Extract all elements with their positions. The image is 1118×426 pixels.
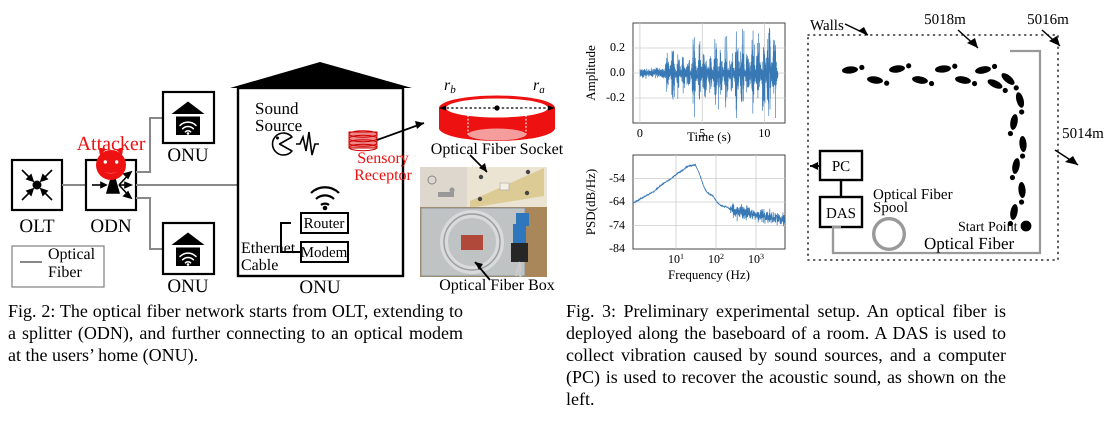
- svg-text:0.2: 0.2: [610, 40, 625, 54]
- svg-text:5016m: 5016m: [1027, 12, 1069, 28]
- svg-text:ODN: ODN: [90, 216, 131, 237]
- svg-text:5014m: 5014m: [1062, 126, 1104, 142]
- svg-text:Cable: Cable: [241, 257, 278, 274]
- svg-text:0: 0: [637, 126, 643, 140]
- svg-text:ONU: ONU: [167, 145, 208, 166]
- svg-text:Optical: Optical: [48, 246, 96, 263]
- svg-text:-84: -84: [609, 241, 625, 255]
- svg-text:5018m: 5018m: [924, 12, 966, 28]
- svg-text:-54: -54: [609, 171, 625, 185]
- svg-text:PC: PC: [832, 159, 850, 175]
- svg-text:Walls: Walls: [810, 18, 844, 34]
- svg-text:Spool: Spool: [873, 200, 908, 216]
- svg-text:OLT: OLT: [19, 216, 55, 237]
- svg-text:Amplitude: Amplitude: [583, 45, 598, 101]
- svg-text:Time (s): Time (s): [687, 129, 731, 144]
- svg-text:ONU: ONU: [299, 277, 340, 298]
- svg-text:Fiber: Fiber: [48, 264, 82, 281]
- svg-text:Modem: Modem: [301, 245, 348, 261]
- svg-text:DAS: DAS: [826, 206, 856, 222]
- svg-text:0.0: 0.0: [610, 65, 625, 79]
- svg-text:PSD(dB/Hz): PSD(dB/Hz): [583, 169, 598, 235]
- svg-text:-64: -64: [609, 194, 625, 208]
- svg-text:-0.2: -0.2: [606, 90, 625, 104]
- svg-text:10: 10: [758, 126, 770, 140]
- svg-text:Source: Source: [255, 116, 302, 135]
- svg-text:Optical Fiber Box: Optical Fiber Box: [439, 277, 555, 294]
- svg-text:Start Point: Start Point: [958, 220, 1018, 235]
- svg-text:-74: -74: [609, 218, 625, 232]
- svg-text:Frequency (Hz): Frequency (Hz): [668, 267, 750, 282]
- svg-text:ONU: ONU: [167, 276, 208, 297]
- svg-text:Router: Router: [304, 216, 345, 232]
- svg-text:Ethernet: Ethernet: [241, 240, 296, 257]
- svg-text:Sensory: Sensory: [357, 150, 409, 167]
- svg-text:Receptor: Receptor: [354, 167, 412, 184]
- svg-text:Optical Fiber: Optical Fiber: [924, 234, 1015, 253]
- svg-text:Optical Fiber Socket: Optical Fiber Socket: [431, 141, 564, 158]
